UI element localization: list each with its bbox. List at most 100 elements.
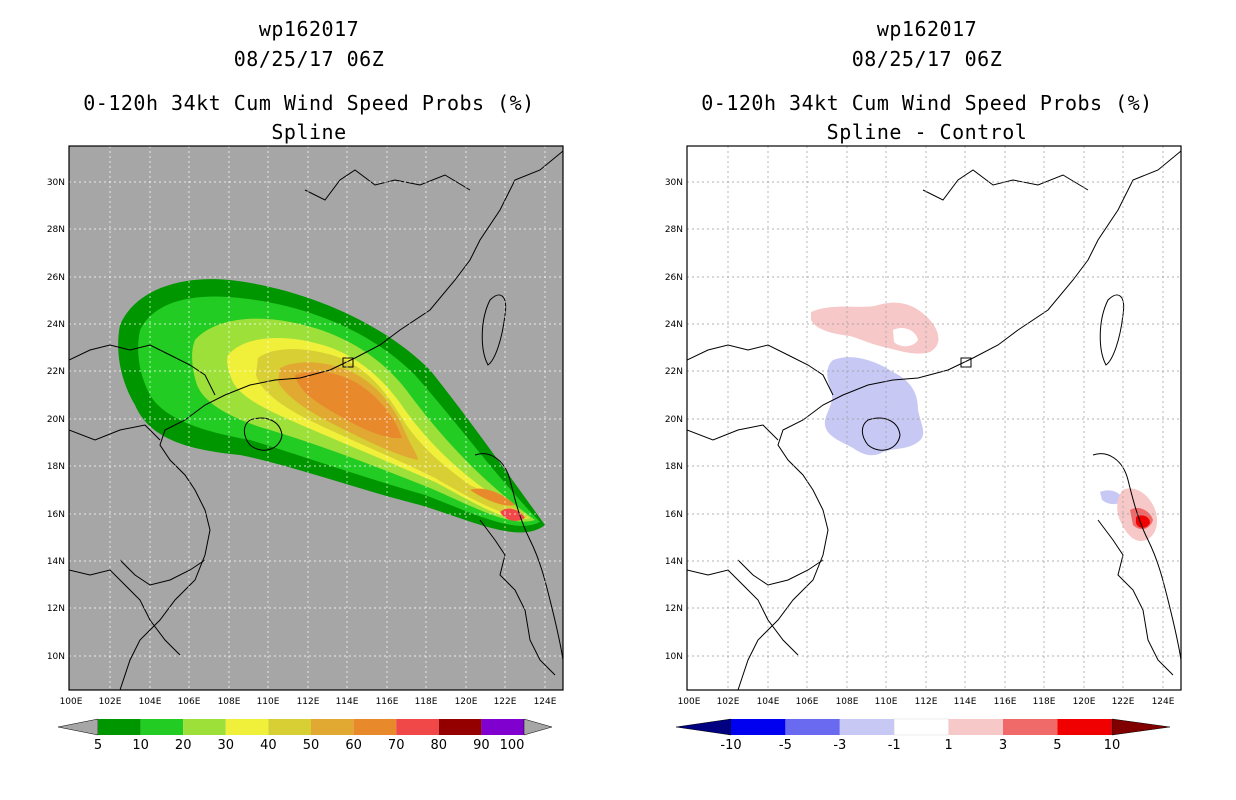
colorbar-label: -5 (779, 738, 792, 753)
y-tick: 16N (665, 510, 683, 520)
colorbar-swatch (438, 719, 482, 735)
colorbar-swatch (353, 719, 397, 735)
map-background (69, 146, 563, 690)
city-marker (342, 357, 354, 368)
x-tick: 112E (297, 697, 320, 707)
prob-contour-10 (138, 296, 540, 526)
colorbar-swatch (839, 719, 895, 735)
x-tick: 104E (139, 697, 162, 707)
colorbar-under-triangle (57, 718, 99, 736)
map-frame (686, 145, 1182, 691)
chart-title: 0-120h 34kt Cum Wind Speed Probs (%) (701, 91, 1153, 115)
diff-negative-center (824, 357, 924, 456)
y-tick: 26N (47, 273, 65, 283)
x-tick: 106E (796, 697, 819, 707)
x-tick: 112E (915, 697, 938, 707)
colorbar-label: 30 (218, 738, 235, 753)
colorbar-swatch (1003, 719, 1058, 735)
gridlines (687, 146, 1181, 690)
colorbar-over-triangle (1111, 718, 1171, 736)
city-marker (960, 357, 972, 368)
colorbar-swatch (893, 718, 949, 736)
colorbar-swatch (268, 719, 311, 735)
colorbar-swatch (311, 719, 354, 735)
colorbar-swatch (98, 719, 141, 735)
x-tick: 118E (1033, 697, 1056, 707)
colorbar-label: -10 (720, 738, 741, 753)
prob-contour-50 (278, 362, 418, 460)
coastlines (69, 150, 563, 690)
colorbar (57, 718, 553, 736)
x-tick: 110E (875, 697, 898, 707)
y-tick: 30N (665, 178, 683, 188)
storm-id-label: wp162017 (258, 17, 360, 41)
colorbar-label: 100 (500, 738, 525, 753)
map-frame (68, 145, 564, 691)
colorbar (675, 718, 1171, 736)
colorbar-label: 10 (132, 738, 149, 753)
y-tick: 30N (47, 178, 65, 188)
colorbar-swatch (225, 719, 269, 735)
x-tick: 114E (954, 697, 977, 707)
y-tick: 24N (47, 320, 65, 330)
x-tick: 102E (717, 697, 740, 707)
y-tick: 22N (47, 367, 65, 377)
colorbar-swatch (785, 719, 840, 735)
x-tick: 108E (218, 697, 241, 707)
storm-id-label: wp162017 (876, 17, 978, 41)
x-tick: 120E (1073, 697, 1096, 707)
right-map-panel: wp162017 08/25/17 06Z 0-120h 34kt Cum Wi… (618, 0, 1236, 800)
prob-contour-30 (227, 338, 530, 519)
colorbar-swatch (948, 719, 1003, 735)
colorbar-label: 60 (345, 738, 362, 753)
y-tick: 28N (47, 225, 65, 235)
y-tick: 14N (665, 557, 683, 567)
chart-title: 0-120h 34kt Cum Wind Speed Probs (%) (83, 91, 535, 115)
x-tick: 124E (1152, 697, 1175, 707)
y-tick: 22N (665, 367, 683, 377)
x-tick: 110E (257, 697, 280, 707)
diff-positive-north (811, 302, 939, 354)
y-tick: 28N (665, 225, 683, 235)
colorbar-label: 40 (260, 738, 277, 753)
colorbar-label: 10 (1104, 738, 1121, 753)
x-tick: 120E (455, 697, 478, 707)
colorbar-swatch (481, 719, 524, 735)
prob-contour-20 (192, 318, 536, 522)
prob-contour-5 (118, 279, 545, 533)
y-tick: 18N (665, 462, 683, 472)
x-tick: 122E (494, 697, 517, 707)
x-tick: 100E (60, 697, 83, 707)
diff-positive-max (1136, 515, 1150, 528)
colorbar-label: 5 (94, 738, 102, 753)
y-tick: 10N (665, 652, 683, 662)
prob-contour-60 (295, 371, 402, 439)
y-tick: 10N (47, 652, 65, 662)
gridlines (69, 146, 563, 690)
chart-subtitle: Spline - Control (826, 120, 1028, 144)
colorbar-label: 50 (303, 738, 320, 753)
y-tick: 12N (665, 604, 683, 614)
x-tick: 114E (336, 697, 359, 707)
diff-hole (893, 328, 918, 347)
colorbar-label: -3 (833, 738, 846, 753)
left-map-panel: wp162017 08/25/17 06Z 0-120h 34kt Cum Wi… (47, 17, 564, 753)
colorbar-swatch (183, 719, 226, 735)
colorbar-over-triangle (523, 718, 553, 736)
colorbar-label: 5 (1053, 738, 1061, 753)
prob-contour-70 (500, 508, 525, 521)
chart-subtitle: Spline (271, 120, 347, 144)
x-tick: 122E (1112, 697, 1135, 707)
colorbar-label: 3 (999, 738, 1007, 753)
y-tick: 12N (47, 604, 65, 614)
datetime-label: 08/25/17 06Z (233, 47, 385, 71)
prob-contour-40 (256, 349, 528, 518)
y-tick: 20N (665, 415, 683, 425)
map-background (687, 146, 1181, 690)
y-tick: 20N (47, 415, 65, 425)
colorbar-label: 80 (431, 738, 448, 753)
colorbar-swatch (396, 719, 439, 735)
coastlines (687, 150, 1181, 690)
x-tick: 102E (99, 697, 122, 707)
x-tick: 118E (415, 697, 438, 707)
